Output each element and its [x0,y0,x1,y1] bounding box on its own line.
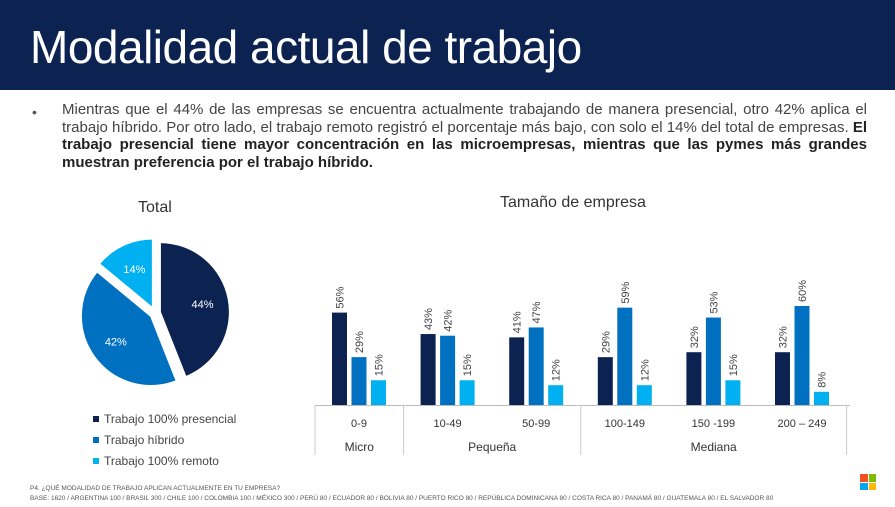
x-tick-label: 150 -199 [692,418,735,430]
bar-data-label: 41% [512,311,524,333]
pie-legend: Trabajo 100% presencial Trabajo híbrido Tr… [93,408,236,471]
bar-data-label: 60% [797,280,809,302]
bar-data-label: 15% [462,354,474,376]
bar [814,391,829,405]
bar [686,352,702,405]
group-label: Pequeña [468,440,516,454]
bar [351,357,367,405]
header-bar: Modalidad actual de trabajo [0,0,895,90]
bar [509,337,525,405]
bar [548,385,564,405]
bar-data-label: 12% [639,359,651,381]
logo-square [860,474,868,482]
bar [725,380,741,405]
bar [528,327,544,405]
bar-data-label: 15% [374,354,386,376]
pie-data-label: 42% [105,336,127,348]
pie-data-label: 14% [123,264,145,276]
pie-title: Total [138,199,172,216]
bar-data-label: 42% [443,309,455,331]
legend-item: Trabajo 100% presencial [93,408,236,429]
x-tick-label: 50-99 [522,418,550,430]
bar [705,317,721,405]
group-label: Mediana [691,440,737,454]
legend-swatch [93,436,99,443]
bar [617,307,633,405]
bar-data-label: 12% [551,359,563,381]
legend-swatch [93,457,99,464]
bar [332,312,347,405]
pie-data-label: 44% [192,299,214,311]
bar-data-label: 47% [531,301,543,323]
bar [775,352,790,405]
group-label: Micro [345,440,375,454]
bar-data-label: 29% [600,331,612,353]
x-tick-label: 100-149 [605,418,645,430]
legend-label: Trabajo 100% presencial [104,411,237,426]
bar-data-label: 32% [689,326,701,348]
x-tick-label: 10-49 [434,418,462,430]
bar-data-label: 29% [354,331,366,353]
x-tick-label: 200 – 249 [778,418,827,430]
bar [440,335,456,405]
bar [794,306,810,405]
bar [459,380,475,405]
footer-question: P4. ¿QUÉ MODALIDAD DE TRABAJO APLICAN AC… [30,485,281,492]
bar-data-label: 43% [423,308,435,330]
legend-swatch [93,415,99,422]
footer-base: BASE: 1620 / ARGENTINA 100 / BRASIL 300 … [30,495,774,502]
page-title: Modalidad actual de trabajo [30,21,582,73]
summary-bold: El trabajo presencial tiene mayor concen… [62,118,867,171]
summary-paragraph: Mientras que el 44% de las empresas se e… [62,101,867,171]
bar-data-label: 32% [778,326,790,348]
bar-data-label: 15% [728,354,740,376]
microsoft-logo [860,474,876,490]
bar [420,334,436,405]
legend-item: Trabajo híbrido [93,429,236,450]
legend-label: Trabajo híbrido [104,432,185,447]
logo-square [868,482,876,490]
bar-title: Tamaño de empresa [500,194,646,211]
logo-square [860,482,868,490]
footer: P4. ¿QUÉ MODALIDAD DE TRABAJO APLICAN AC… [30,484,773,504]
bar-data-label: 8% [817,372,829,388]
legend-label: Trabajo 100% remoto [104,453,219,468]
bar-data-label: 53% [708,291,720,313]
logo-square [868,474,876,482]
summary-text: Mientras que el 44% de las empresas se e… [62,101,867,136]
bar [371,380,386,405]
bar-data-label: 59% [620,281,632,303]
bar [597,357,613,405]
bullet: • [32,104,37,120]
legend-item: Trabajo 100% remoto [93,450,236,471]
bar-data-label: 56% [335,286,347,308]
pie-slice [79,269,179,387]
pie-slice [158,241,231,379]
x-tick-label: 0-9 [351,418,367,430]
pie-slice [97,237,154,311]
bar [636,385,652,405]
